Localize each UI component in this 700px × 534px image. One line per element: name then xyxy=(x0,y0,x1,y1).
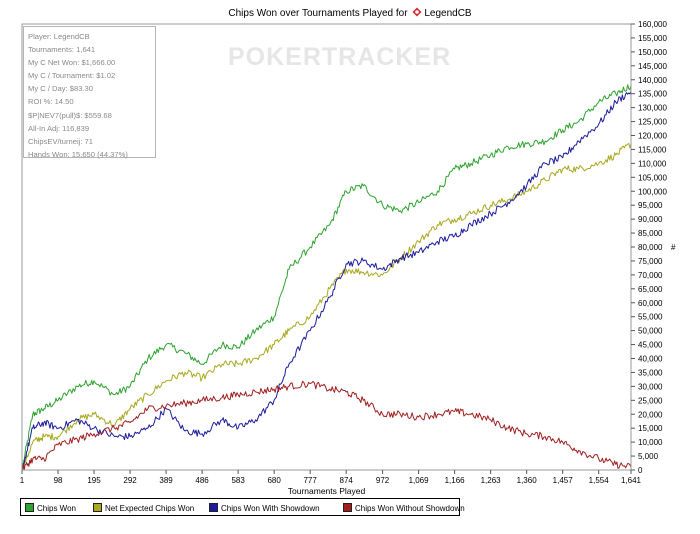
y-tick-label: 55,000 xyxy=(638,313,663,322)
series-line-0 xyxy=(21,84,632,471)
y-tick-label: 100,000 xyxy=(638,187,667,196)
x-tick-label: 1,069 xyxy=(409,476,430,485)
legend-label: Chips Won Without Showdown xyxy=(355,504,465,513)
stat-line: ChipsEV/turneij: 71 xyxy=(28,136,94,146)
x-tick-label: 195 xyxy=(87,476,101,485)
series-line-3 xyxy=(21,380,632,471)
pokertracker-logo-icon xyxy=(412,7,422,17)
pokertracker-watermark: POKERTRACKER xyxy=(228,43,452,71)
x-tick-label: 1,457 xyxy=(553,476,574,485)
y-tick-label: 0 xyxy=(638,466,643,475)
series-line-1 xyxy=(21,142,632,471)
y-tick-label: 110,000 xyxy=(638,159,667,168)
y-tick-label: 80,000 xyxy=(638,243,663,252)
y-tick-label: 15,000 xyxy=(638,424,663,433)
y-tick-label: 40,000 xyxy=(638,355,663,364)
chart-title-player: LegendCB xyxy=(424,8,472,19)
legend-item: Net Expected Chips Won xyxy=(93,503,194,513)
y-tick-label: 160,000 xyxy=(638,20,667,29)
x-tick-label: 1,360 xyxy=(517,476,538,485)
stat-line: My C Net Won: $1,666.00 xyxy=(28,58,116,68)
y-tick-label: 90,000 xyxy=(638,215,663,224)
y-tick-label: 70,000 xyxy=(638,271,663,280)
legend-label: Chips Won xyxy=(37,504,76,513)
y-tick-label: 10,000 xyxy=(638,438,663,447)
x-tick-label: 292 xyxy=(123,476,137,485)
x-tick-label: 777 xyxy=(303,476,317,485)
stat-line: Hands Won: 15,650 (44.37%) xyxy=(28,149,128,159)
chart-title-text: Chips Won over Tournaments Played for xyxy=(228,8,408,19)
y-tick-label: 140,000 xyxy=(638,76,667,85)
y-tick-label: 30,000 xyxy=(638,382,663,391)
y-tick-label: 35,000 xyxy=(638,368,663,377)
y-tick-label: 115,000 xyxy=(638,145,667,154)
legend-label: Net Expected Chips Won xyxy=(105,504,195,513)
stat-line: $P|NEV7(pull)$: $559.68 xyxy=(28,110,112,120)
legend: Chips Won Net Expected Chips Won Chips Won… xyxy=(20,498,465,516)
legend-swatch xyxy=(93,503,102,512)
legend-item: Chips Won With Showdown xyxy=(209,503,320,513)
stats-box: Player: LegendCB Tournaments: 1,641 My C N… xyxy=(23,26,156,159)
y-tick-label: 125,000 xyxy=(638,118,667,127)
stat-line: My C / Tournament: $1.02 xyxy=(28,71,116,81)
y-tick-label: 50,000 xyxy=(638,327,663,336)
chart-title: Chips Won over Tournaments Played for Le… xyxy=(0,7,700,19)
stat-line: Tournaments: 1,641 xyxy=(28,45,96,55)
y-tick-label: 5,000 xyxy=(638,452,659,461)
x-tick-label: 98 xyxy=(54,476,63,485)
x-tick-label: 1,166 xyxy=(445,476,466,485)
x-tick-label: 1,263 xyxy=(481,476,502,485)
y-tick-label: 120,000 xyxy=(638,132,667,141)
x-tick-label: 389 xyxy=(159,476,173,485)
x-tick-label: 972 xyxy=(376,476,390,485)
x-tick-label: 1,641 xyxy=(621,476,642,485)
y-axis-label: # xyxy=(671,243,676,252)
x-tick-label: 1,554 xyxy=(589,476,610,485)
x-axis-title: Tournaments Played xyxy=(287,486,366,496)
y-tick-label: 105,000 xyxy=(638,173,667,182)
y-tick-label: 20,000 xyxy=(638,410,663,419)
y-tick-label: 155,000 xyxy=(638,34,667,43)
x-tick-label: 680 xyxy=(267,476,281,485)
y-tick-label: 65,000 xyxy=(638,285,663,294)
stat-line: All-In Adj: 116,839 xyxy=(28,123,90,133)
y-tick-label: 60,000 xyxy=(638,299,663,308)
y-tick-label: 85,000 xyxy=(638,229,663,238)
legend-swatch xyxy=(209,503,218,512)
stat-line: Player: LegendCB xyxy=(28,32,90,41)
legend-label: Chips Won With Showdown xyxy=(221,504,320,513)
legend-swatch xyxy=(25,503,34,512)
legend-item: Chips Won Without Showdown xyxy=(343,503,465,513)
x-tick-label: 874 xyxy=(340,476,354,485)
y-tick-label: 150,000 xyxy=(638,48,667,57)
y-tick-label: 145,000 xyxy=(638,62,667,71)
stat-line: My C / Day: $83.30 xyxy=(28,84,93,94)
x-tick-label: 1 xyxy=(20,476,25,485)
legend-item: Chips Won xyxy=(25,503,76,513)
stat-line: ROI %: 14.50 xyxy=(28,97,74,107)
y-tick-label: 95,000 xyxy=(638,201,663,210)
legend-swatch xyxy=(343,503,352,512)
x-tick-label: 583 xyxy=(231,476,245,485)
y-tick-label: 135,000 xyxy=(638,90,667,99)
y-tick-label: 25,000 xyxy=(638,396,663,405)
series-line-2 xyxy=(21,90,632,471)
y-tick-label: 45,000 xyxy=(638,341,663,350)
axis-layer: 0 5,000 10,000 15,000 20,000 25,000 30,000 35,0… xyxy=(20,20,668,485)
y-tick-label: 130,000 xyxy=(638,104,667,113)
x-tick-label: 486 xyxy=(195,476,209,485)
series-layer xyxy=(21,84,632,471)
y-tick-label: 75,000 xyxy=(638,257,663,266)
